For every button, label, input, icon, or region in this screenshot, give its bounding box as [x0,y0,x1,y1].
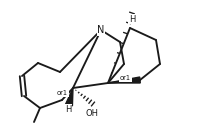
Text: N: N [97,25,105,35]
Text: or1: or1 [57,90,68,96]
Text: H: H [129,15,135,24]
Text: or1: or1 [120,75,131,81]
Text: H: H [65,104,71,114]
Polygon shape [108,77,140,83]
Polygon shape [66,88,73,106]
Text: OH: OH [85,109,98,118]
